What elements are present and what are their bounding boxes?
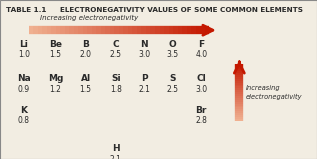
Text: Increasing
electronegativity: Increasing electronegativity [246, 85, 302, 100]
Text: Mg: Mg [48, 74, 63, 83]
Text: TABLE 1.1: TABLE 1.1 [6, 7, 47, 13]
Text: 2.5: 2.5 [110, 50, 122, 59]
Text: 2.5: 2.5 [167, 85, 179, 93]
Text: Br: Br [196, 106, 207, 115]
Text: Increasing electronegativity: Increasing electronegativity [40, 15, 138, 21]
Text: Na: Na [17, 74, 31, 83]
Text: P: P [141, 74, 147, 83]
Text: O: O [169, 40, 177, 49]
Text: C: C [113, 40, 119, 49]
Text: 1.2: 1.2 [49, 85, 61, 93]
Text: S: S [170, 74, 176, 83]
Text: 1.0: 1.0 [18, 50, 30, 59]
Text: 3.0: 3.0 [195, 85, 207, 93]
Text: Be: Be [49, 40, 62, 49]
Text: F: F [198, 40, 204, 49]
Text: 2.8: 2.8 [195, 116, 207, 125]
Text: Li: Li [19, 40, 28, 49]
Text: H: H [112, 144, 120, 153]
Text: 1.8: 1.8 [110, 85, 122, 93]
Text: Cl: Cl [197, 74, 206, 83]
Text: 4.0: 4.0 [195, 50, 207, 59]
Text: 1.5: 1.5 [80, 85, 92, 93]
Text: B: B [82, 40, 89, 49]
Text: K: K [20, 106, 27, 115]
Text: 2.1: 2.1 [138, 85, 150, 93]
Text: 3.0: 3.0 [138, 50, 150, 59]
Text: 3.5: 3.5 [167, 50, 179, 59]
Text: 2.0: 2.0 [80, 50, 92, 59]
Text: 2.1: 2.1 [110, 155, 122, 159]
Text: N: N [140, 40, 148, 49]
Text: Si: Si [111, 74, 120, 83]
Text: 1.5: 1.5 [49, 50, 61, 59]
Text: 0.9: 0.9 [18, 85, 30, 93]
Text: Al: Al [81, 74, 91, 83]
Text: ELECTRONEGATIVITY VALUES OF SOME COMMON ELEMENTS: ELECTRONEGATIVITY VALUES OF SOME COMMON … [60, 7, 303, 13]
Text: 0.8: 0.8 [18, 116, 30, 125]
